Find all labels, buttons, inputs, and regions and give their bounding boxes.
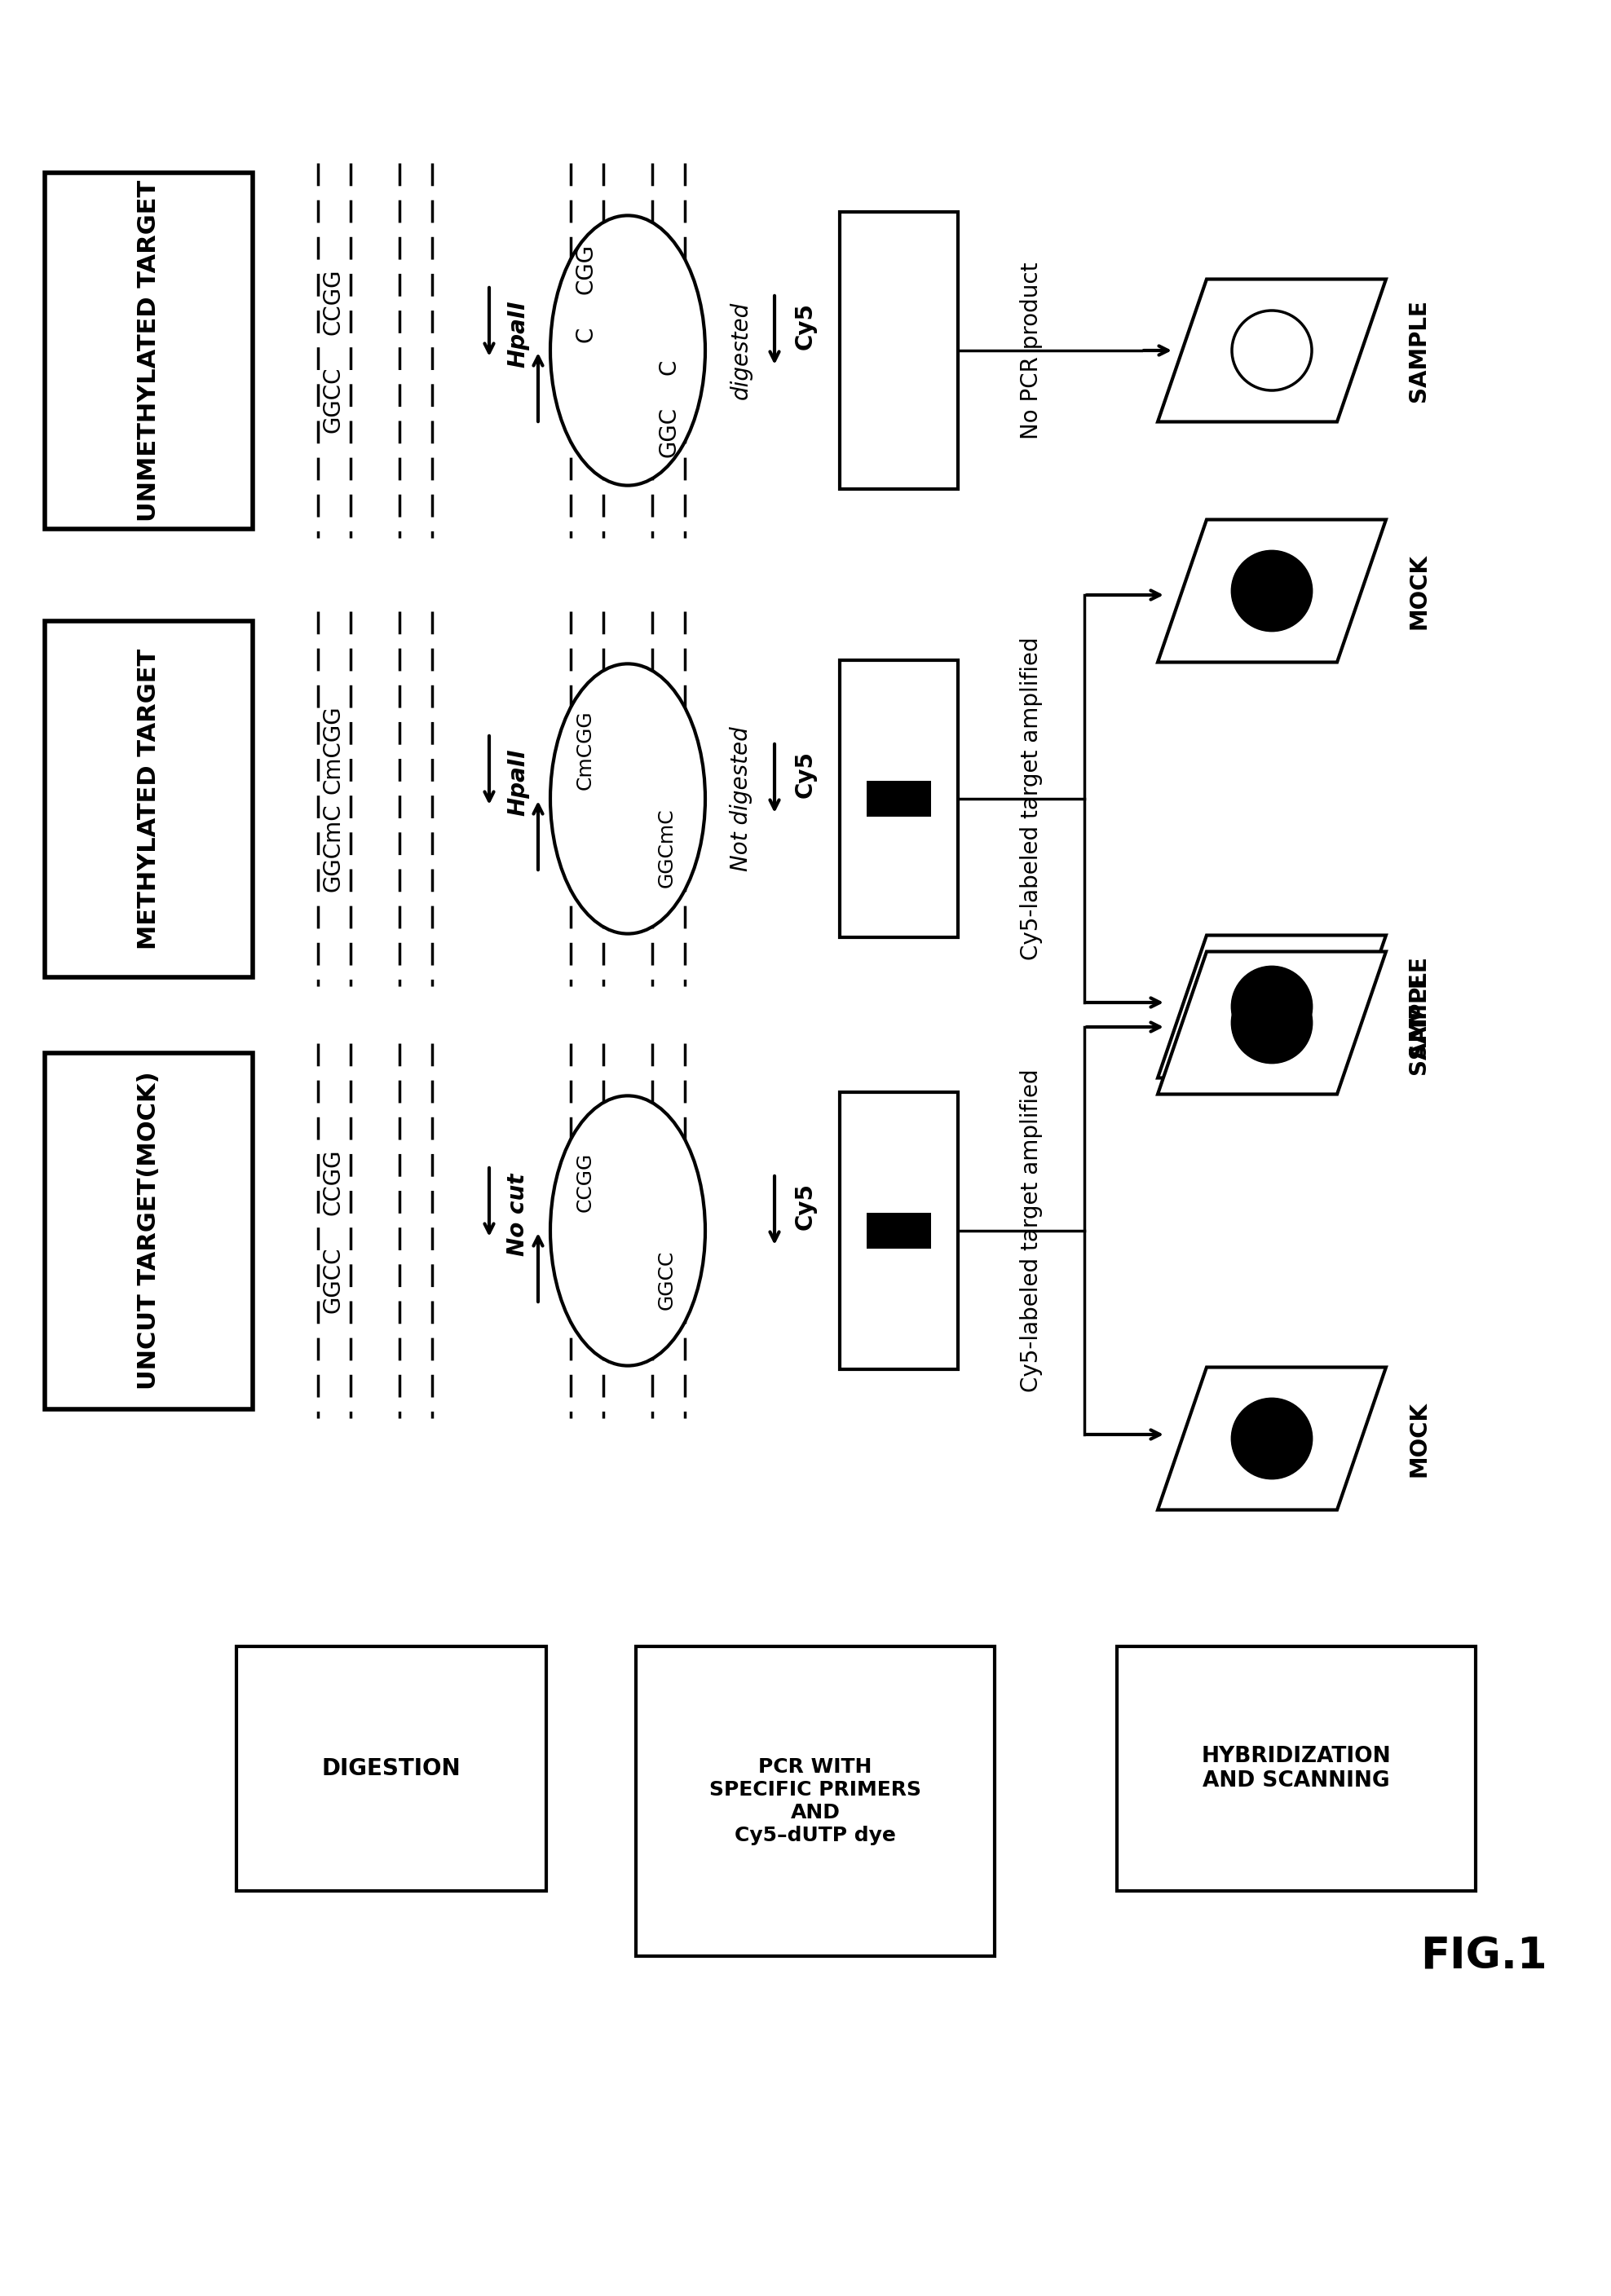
Ellipse shape xyxy=(1232,551,1311,631)
Text: GGCC: GGCC xyxy=(321,365,345,432)
Ellipse shape xyxy=(551,664,706,934)
Text: METHYLATED TARGET: METHYLATED TARGET xyxy=(137,647,161,948)
Polygon shape xyxy=(1158,519,1385,661)
Text: HYBRIDIZATION
AND SCANNING: HYBRIDIZATION AND SCANNING xyxy=(1202,1745,1392,1791)
Text: GGCC: GGCC xyxy=(321,1247,345,1313)
Text: C: C xyxy=(574,326,596,342)
Text: Not digested: Not digested xyxy=(730,726,752,870)
Text: Cy5: Cy5 xyxy=(794,1182,817,1231)
Text: Cy5-labeled target amplified: Cy5-labeled target amplified xyxy=(1020,1070,1042,1391)
Ellipse shape xyxy=(1232,967,1311,1047)
Text: GGCmC: GGCmC xyxy=(657,808,677,889)
Bar xyxy=(237,1646,546,1892)
Ellipse shape xyxy=(1232,1398,1311,1479)
Ellipse shape xyxy=(551,1095,706,1366)
Text: SAMPLE: SAMPLE xyxy=(1406,298,1431,402)
Bar xyxy=(839,211,959,489)
Text: PCR WITH
SPECIFIC PRIMERS
AND
Cy5–dUTP dye: PCR WITH SPECIFIC PRIMERS AND Cy5–dUTP d… xyxy=(709,1756,921,1846)
Text: MOCK: MOCK xyxy=(1406,1401,1431,1476)
Bar xyxy=(45,172,253,528)
Bar xyxy=(45,620,253,976)
Text: SAMPLE: SAMPLE xyxy=(1406,971,1431,1075)
Polygon shape xyxy=(1158,1366,1385,1511)
Bar xyxy=(45,1052,253,1410)
Bar xyxy=(839,1093,959,1368)
Polygon shape xyxy=(1158,280,1385,422)
Text: Cy5: Cy5 xyxy=(794,303,817,349)
Text: CCGG: CCGG xyxy=(321,1148,345,1215)
Text: CGG: CGG xyxy=(574,243,596,294)
Text: MOCK: MOCK xyxy=(1406,553,1431,629)
Text: GGCC: GGCC xyxy=(657,1249,677,1309)
Text: Cy5-labeled target amplified: Cy5-labeled target amplified xyxy=(1020,636,1042,960)
Text: No PCR product: No PCR product xyxy=(1020,262,1042,439)
Bar xyxy=(839,661,959,937)
Ellipse shape xyxy=(1232,310,1311,390)
Polygon shape xyxy=(1158,951,1385,1095)
Ellipse shape xyxy=(1232,983,1311,1063)
Text: CmCGG: CmCGG xyxy=(321,705,345,794)
Text: GGC: GGC xyxy=(657,406,680,457)
Text: HpaII: HpaII xyxy=(506,748,528,815)
Text: SAMPLE: SAMPLE xyxy=(1406,955,1431,1058)
Ellipse shape xyxy=(551,216,706,484)
Text: No cut: No cut xyxy=(506,1173,528,1256)
Text: digested: digested xyxy=(730,301,752,400)
Text: UNMETHYLATED TARGET: UNMETHYLATED TARGET xyxy=(137,179,161,521)
Text: CCGG: CCGG xyxy=(575,1153,594,1212)
Text: C: C xyxy=(657,358,680,374)
Text: HpaII: HpaII xyxy=(506,301,528,367)
Text: UNCUT TARGET(MOCK): UNCUT TARGET(MOCK) xyxy=(137,1072,161,1389)
Text: Cy5: Cy5 xyxy=(794,751,817,799)
Text: CCGG: CCGG xyxy=(321,269,345,335)
Polygon shape xyxy=(1158,934,1385,1077)
Text: GGCmC: GGCmC xyxy=(321,804,345,891)
Text: DIGESTION: DIGESTION xyxy=(322,1756,461,1779)
Text: CmCGG: CmCGG xyxy=(575,709,594,790)
Text: FIG.1: FIG.1 xyxy=(1421,1936,1547,1977)
Bar xyxy=(867,1212,931,1249)
Bar xyxy=(867,781,931,817)
Bar xyxy=(1116,1646,1476,1892)
Bar xyxy=(636,1646,994,1956)
